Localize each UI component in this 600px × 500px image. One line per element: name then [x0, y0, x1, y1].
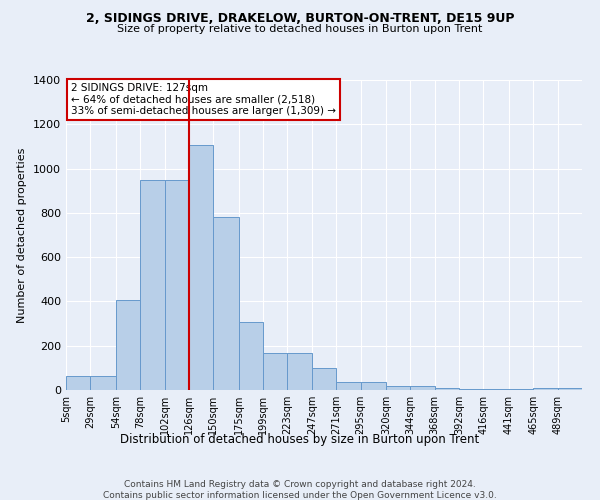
- Bar: [336, 382, 361, 390]
- Text: Size of property relative to detached houses in Burton upon Trent: Size of property relative to detached ho…: [118, 24, 482, 34]
- Bar: [557, 388, 582, 390]
- Bar: [509, 389, 533, 390]
- Bar: [312, 368, 336, 390]
- Bar: [116, 300, 140, 390]
- Bar: [91, 376, 116, 390]
- Text: 2, SIDINGS DRIVE, DRAKELOW, BURTON-ON-TRENT, DE15 9UP: 2, SIDINGS DRIVE, DRAKELOW, BURTON-ON-TR…: [86, 12, 514, 26]
- Bar: [459, 389, 484, 390]
- Bar: [287, 354, 312, 390]
- Text: Contains public sector information licensed under the Open Government Licence v3: Contains public sector information licen…: [103, 491, 497, 500]
- Text: 2 SIDINGS DRIVE: 127sqm
← 64% of detached houses are smaller (2,518)
33% of semi: 2 SIDINGS DRIVE: 127sqm ← 64% of detache…: [71, 83, 336, 116]
- Bar: [435, 388, 459, 390]
- Bar: [189, 146, 213, 390]
- Bar: [484, 389, 509, 390]
- Bar: [361, 382, 386, 390]
- Text: Distribution of detached houses by size in Burton upon Trent: Distribution of detached houses by size …: [121, 432, 479, 446]
- Bar: [533, 388, 557, 390]
- Bar: [66, 376, 91, 390]
- Text: Contains HM Land Registry data © Crown copyright and database right 2024.: Contains HM Land Registry data © Crown c…: [124, 480, 476, 489]
- Bar: [140, 180, 164, 390]
- Bar: [239, 322, 263, 390]
- Bar: [263, 354, 287, 390]
- Y-axis label: Number of detached properties: Number of detached properties: [17, 148, 28, 322]
- Bar: [410, 386, 435, 390]
- Bar: [164, 180, 189, 390]
- Bar: [386, 386, 410, 390]
- Bar: [213, 218, 239, 390]
